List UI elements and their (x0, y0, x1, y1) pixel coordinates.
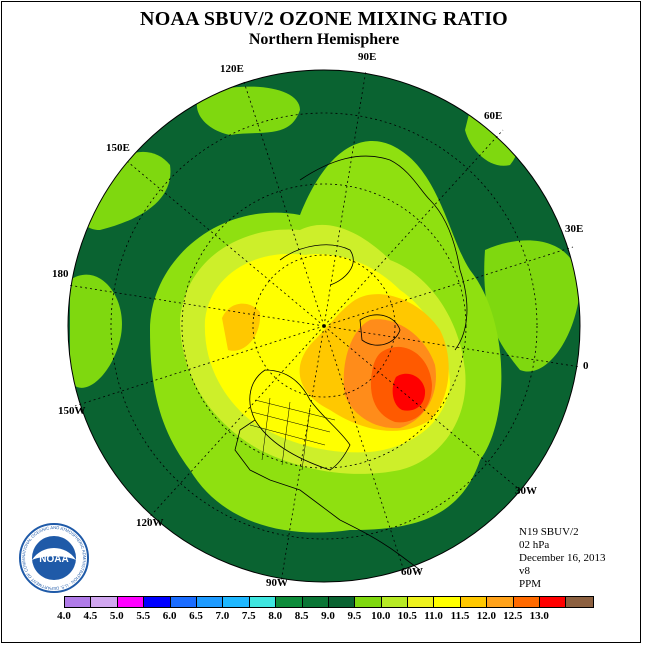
colorbar-tick-label: 4.0 (57, 610, 71, 622)
noaa-logo: NATIONAL OCEANIC AND ATMOSPHERIC ADMINIS… (18, 522, 89, 593)
pressure-level-label: 02 hPa (519, 539, 550, 551)
colorbar-tick-label: 5.5 (136, 610, 151, 622)
graticule (67, 69, 581, 583)
colorbar-swatch (144, 597, 171, 607)
colorbar-tick-label: 10.0 (371, 610, 391, 622)
colorbar-tick-label: 9.0 (321, 610, 335, 622)
colorbar-tick-label: 8.5 (294, 610, 309, 622)
units-label: PPM (519, 578, 542, 590)
colorbar-swatch (249, 597, 277, 607)
noaa-logo-text: NOAA (39, 554, 68, 565)
lon-label-30e: 30E (565, 223, 584, 235)
colorbar-tick-label: 8.0 (268, 610, 283, 622)
colorbar-swatch (434, 597, 461, 607)
colorbar-tick-label: 13.0 (529, 610, 549, 622)
colorbar-tick-label: 7.5 (241, 610, 256, 622)
colorbar-tick-label: 11.0 (424, 610, 443, 622)
coastlines (234, 155, 468, 571)
colorbar-tick-label: 10.5 (397, 610, 417, 622)
lon-label-120w: 120W (136, 517, 164, 529)
colorbar-tick-labels: 4.0 4.5 5.0 5.5 6.0 6.5 7.0 7.5 8.0 8.5 9.0 9.5 10.0… (50, 610, 610, 624)
colorbar-swatch (276, 597, 303, 607)
field-12-5 (392, 373, 426, 411)
colorbar-swatch (170, 597, 197, 607)
field-9-5-blob (484, 240, 580, 372)
colorbar-swatch (91, 597, 118, 607)
colorbar-tick-label: 9.5 (347, 610, 362, 622)
lon-label-180: 180 (52, 268, 69, 280)
map-border (67, 69, 581, 583)
colorbar-swatch (196, 597, 224, 607)
field-11-0 (222, 303, 261, 351)
colorbar-swatch (65, 597, 92, 607)
lon-label-150w: 150W (58, 405, 86, 417)
colorbar-swatch (302, 597, 329, 607)
colorbar-swatch (328, 597, 356, 607)
colorbar-swatch (487, 597, 514, 607)
colorbar-swatch (460, 597, 488, 607)
lon-label-60w: 60W (401, 566, 423, 578)
lon-label-120e: 120E (220, 63, 244, 75)
colorbar-tick-label: 5.0 (109, 610, 124, 622)
lon-label-90w: 90W (266, 577, 288, 589)
lon-label-60e: 60E (484, 110, 503, 122)
colorbar-swatch (566, 597, 593, 607)
colorbar-swatch (540, 597, 567, 607)
lon-label-30w: 30W (515, 485, 537, 497)
colorbar-swatch (223, 597, 250, 607)
version-label: v8 (519, 565, 530, 577)
colorbar-tick-label: 4.5 (83, 610, 98, 622)
us-states (249, 397, 336, 471)
field-9-5-blob (465, 110, 518, 166)
colorbar-tick-label: 11.5 (450, 610, 470, 622)
colorbar (64, 596, 594, 608)
colorbar-tick-label: 7.0 (215, 610, 230, 622)
colorbar-tick-label: 12.5 (503, 610, 523, 622)
date-label: December 16, 2013 (519, 552, 606, 564)
colorbar-swatch (513, 597, 541, 607)
colorbar-swatch (408, 597, 435, 607)
field-9-5-blob (70, 274, 122, 388)
colorbar-swatch (117, 597, 145, 607)
colorbar-tick-label: 12.0 (476, 610, 497, 622)
instrument-label: N19 SBUV/2 (519, 526, 579, 538)
info-block: N19 SBUV/2 02 hPa December 16, 2013 v8 P… (519, 526, 605, 591)
colorbar-swatch (355, 597, 382, 607)
colorbar-tick-label: 6.0 (162, 610, 177, 622)
figure-frame (1, 1, 641, 643)
field-9-5-blob (196, 86, 300, 135)
colorbar-swatch (381, 597, 409, 607)
map-title: NOAA SBUV/2 OZONE MIXING RATIO (140, 8, 508, 30)
map-subtitle: Northern Hemisphere (248, 31, 400, 48)
colorbar-tick-label: 6.5 (189, 610, 203, 622)
field-9-5-blob (78, 151, 171, 230)
lon-label-90e: 90E (358, 51, 377, 63)
lon-label-0: 0 (583, 360, 589, 372)
lon-label-150e: 150E (106, 142, 130, 154)
